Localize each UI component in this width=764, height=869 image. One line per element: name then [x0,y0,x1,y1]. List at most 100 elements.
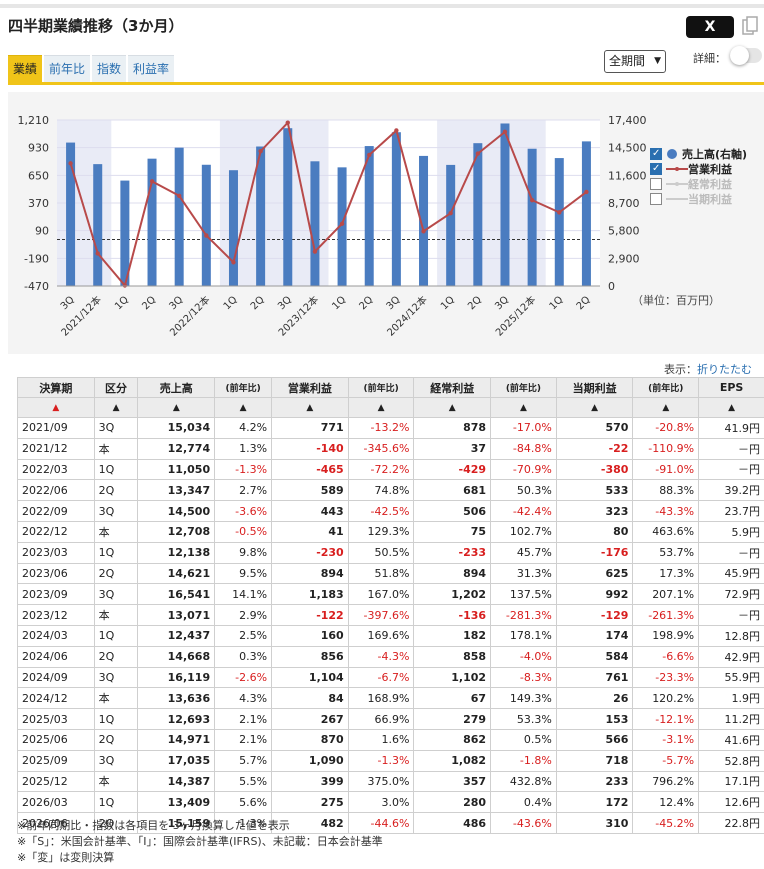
table-cell: 761 [555,666,634,689]
column-header[interactable]: 決算期 [17,377,95,398]
table-cell: -176 [555,541,634,564]
sort-arrow-icon[interactable]: ▲ [17,397,95,418]
sort-arrow-icon[interactable]: ▲ [632,397,700,418]
table-cell: 16,541 [137,583,216,606]
sort-arrow-icon[interactable]: ▲ [555,397,634,418]
table-row: 2023/03 1Q 12,138 9.8% -230 50.5% -233 45.7% -17… [17,541,764,564]
table-header-row: 決算期 区分 売上高 (前年比) 営業利益 (前年比) 経常利益 (前年比) 当期利益 (前年比)… [17,377,764,398]
operating-profit-point [557,210,562,215]
legend-item-sales[interactable]: 売上高(右軸) [650,146,747,161]
period-select-value: 全期間 [609,54,646,68]
table-cell: 2025/03 [17,708,95,730]
table-cell: 51.8% [347,562,415,585]
sort-arrow-icon[interactable]: ▲ [137,397,216,418]
table-cell: －円 [698,458,764,481]
detail-toggle[interactable] [730,46,762,65]
table-body: 2021/09 3Q 15,034 4.2% 771 -13.2% 878 -17.0% 570… [17,417,764,834]
table-cell: 0.5% [490,728,557,751]
table-cell: -22 [555,437,634,460]
table-cell: 174 [555,624,634,647]
table-cell: -20.8% [632,417,700,439]
table-cell: 1Q [93,458,139,481]
table-cell: 53.7% [632,541,700,564]
sort-arrow-icon[interactable]: ▲ [271,397,349,418]
right-tick-label: 0 [608,280,615,293]
table-sort-row: ▲ ▲ ▲ ▲ ▲ ▲ ▲ ▲ ▲ ▲ ▲ [17,397,764,418]
table-cell: 1Q [93,791,139,814]
legend-checkbox-sales[interactable] [650,147,662,160]
table-cell: 533 [555,479,634,502]
table-cell: 9.8% [214,541,273,564]
unit-label: （単位：百万円） [632,294,720,307]
table-cell: 2Q [93,728,139,751]
sort-arrow-icon[interactable]: ▲ [413,397,492,418]
legend-checkbox-ordinary[interactable] [650,177,662,190]
table-cell: 2023/06 [17,562,95,585]
sort-arrow-icon[interactable]: ▲ [93,397,139,418]
tab-index[interactable]: 指数 [92,55,127,82]
table-cell: 2024/03 [17,624,95,647]
table-cell: 506 [413,500,492,522]
table-cell: 443 [271,500,349,522]
table-cell: 1.6% [347,728,415,751]
sort-arrow-icon[interactable]: ▲ [347,397,415,418]
table-cell: 2024/09 [17,666,95,689]
table-cell: 5.6% [214,791,273,814]
column-header[interactable]: (前年比) [490,377,557,398]
legend-checkbox-net[interactable] [650,192,662,205]
column-header[interactable]: (前年比) [347,377,415,398]
sort-arrow-icon[interactable]: ▲ [214,397,273,418]
table-cell: 858 [413,645,492,668]
column-header[interactable]: 経常利益 [413,377,492,398]
table-cell: 375.0% [347,770,415,793]
operating-profit-point [584,189,589,195]
table-cell: 3Q [93,583,139,606]
tab-results[interactable]: 業績 [8,55,43,82]
operating-profit-point [149,179,155,184]
legend-item-net[interactable]: 当期利益 [650,191,747,206]
table-cell: 17,035 [137,749,216,772]
legend-item-ordinary[interactable]: 経常利益 [650,176,747,191]
sales-bar [391,132,401,286]
column-header[interactable]: 売上高 [137,377,216,398]
table-cell: -230 [271,541,349,564]
table-cell: 267 [271,708,349,730]
column-header[interactable]: 当期利益 [555,377,634,398]
x-share-button[interactable]: X [686,16,734,38]
column-header[interactable]: (前年比) [632,377,700,398]
table-row: 2024/09 3Q 16,119 -2.6% 1,104 -6.7% 1,102 -8.3%… [17,666,764,689]
column-header[interactable]: 営業利益 [271,377,349,398]
table-cell: -397.6% [347,604,415,626]
legend-label-operating: 営業利益 [688,162,732,176]
table-cell: 992 [555,583,634,606]
period-select[interactable]: 全期間 ▼ [604,50,666,73]
fold-link[interactable]: 折りたたむ [697,363,752,376]
sort-arrow-icon[interactable]: ▲ [490,397,557,418]
tab-margin[interactable]: 利益率 [128,55,175,82]
sort-arrow-icon[interactable]: ▲ [698,397,764,418]
column-header[interactable]: 区分 [93,377,139,398]
sales-bar [527,148,537,286]
table-cell: 1Q [93,624,139,647]
table-row: 2026/03 1Q 13,409 5.6% 275 3.0% 280 0.4% 172 12.4… [17,791,764,814]
column-header[interactable]: (前年比) [214,377,273,398]
table-cell: 2.1% [214,708,273,730]
table-cell: -429 [413,458,492,481]
legend-checkbox-operating[interactable] [650,162,662,175]
tab-yoy[interactable]: 前年比 [44,55,91,82]
table-row: 2026/06 2Q 15,159 1.3% 482 -44.6% 486 -43.6% 310… [17,812,764,834]
legend-item-operating[interactable]: 営業利益 [650,161,747,176]
operating-profit-line [69,120,588,288]
table-cell: 45.7% [490,541,557,564]
table-cell: 310 [555,812,634,834]
x-tick-label: 3Q [385,294,403,312]
sales-bar [93,164,103,286]
column-header[interactable]: EPS [698,377,764,398]
table-cell: －円 [698,437,764,460]
table-cell: 129.3% [347,520,415,543]
operating-profit-point [367,152,372,158]
table-cell: 3Q [93,749,139,772]
copy-icon[interactable] [742,16,758,36]
table-cell: 17.1円 [698,770,764,793]
table-cell: 2Q [93,479,139,502]
